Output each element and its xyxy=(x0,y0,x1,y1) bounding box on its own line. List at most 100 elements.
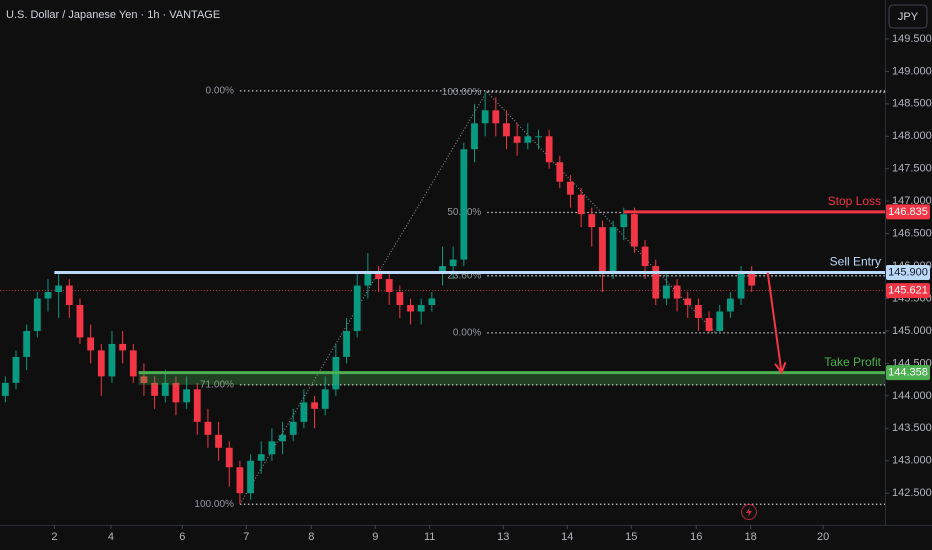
candle-body xyxy=(33,298,41,331)
candle-body xyxy=(609,227,617,273)
chart-title: U.S. Dollar / Japanese Yen · 1h · VANTAG… xyxy=(6,9,220,21)
candle-body xyxy=(737,272,745,299)
x-tick-label: 7 xyxy=(243,531,249,543)
trade-level-label: Stop Loss xyxy=(828,194,881,208)
y-tick-label: 148.000 xyxy=(892,130,932,142)
candle-body xyxy=(556,162,564,182)
price-tag xyxy=(886,204,930,220)
y-tick-label: 143.500 xyxy=(892,422,932,434)
price-tag-label: 144.358 xyxy=(888,367,928,379)
candle-body xyxy=(1,382,9,396)
candle-body xyxy=(503,123,510,137)
candle-body xyxy=(513,136,521,143)
projection-arrowhead xyxy=(774,361,787,375)
candle-body xyxy=(119,343,127,351)
x-tick-label: 2 xyxy=(51,531,57,543)
fib-label: 71.00% xyxy=(200,379,234,390)
candle-body xyxy=(364,272,372,286)
candle-body xyxy=(641,246,649,267)
candle-body xyxy=(97,350,105,377)
y-tick-label: 143.000 xyxy=(892,455,932,467)
candle-body xyxy=(588,214,596,228)
candle-body xyxy=(673,285,681,299)
icon-bolt[interactable] xyxy=(746,507,752,517)
x-tick-label: 14 xyxy=(561,531,573,543)
candle-body xyxy=(439,266,446,273)
candle-body xyxy=(289,421,297,435)
candle-body xyxy=(23,330,31,357)
trade-level-label: Sell Entry xyxy=(830,255,881,269)
fib-label: 100.00% xyxy=(194,499,234,510)
x-tick-label: 8 xyxy=(308,531,314,543)
candle-body xyxy=(172,382,180,403)
candle-body xyxy=(300,402,308,422)
candle-body xyxy=(279,434,286,442)
candle-body xyxy=(65,285,73,306)
y-tick-label: 149.000 xyxy=(892,65,932,77)
candle-body xyxy=(321,389,329,409)
y-tick-label: 148.500 xyxy=(892,98,932,110)
candle-body xyxy=(268,441,276,455)
x-tick-label: 9 xyxy=(372,531,378,543)
candle-body xyxy=(417,305,425,312)
candle-body xyxy=(631,214,638,247)
candle-body xyxy=(311,402,318,409)
x-tick-label: 13 xyxy=(497,531,509,543)
icon-ring[interactable] xyxy=(741,504,757,520)
candle-body xyxy=(183,389,191,403)
candle-body xyxy=(705,317,713,331)
candle-body xyxy=(76,305,84,338)
x-tick-label: 18 xyxy=(745,531,757,543)
last-price-tag xyxy=(886,283,930,299)
candle-body xyxy=(204,421,212,435)
candle-body xyxy=(652,266,660,299)
candle-body xyxy=(55,285,63,293)
candle-body xyxy=(471,123,478,150)
price-tag xyxy=(886,365,930,381)
x-tick-label: 6 xyxy=(179,531,185,543)
x-tick-label: 16 xyxy=(690,531,702,543)
y-tick-label: 146.500 xyxy=(892,228,932,240)
candle-body xyxy=(567,181,574,195)
candle-body xyxy=(460,149,468,260)
candle-body xyxy=(524,136,532,143)
y-tick-label: 147.000 xyxy=(892,195,932,207)
y-tick-label: 147.500 xyxy=(892,163,932,175)
candle-body xyxy=(726,298,734,312)
candle-body xyxy=(428,298,436,306)
candle-body xyxy=(684,298,692,306)
take-profit-zone xyxy=(138,372,886,385)
fib-label: 0.00% xyxy=(206,85,234,96)
lightning-icon[interactable] xyxy=(741,504,757,520)
currency-button[interactable] xyxy=(888,4,928,29)
y-tick-label: 144.000 xyxy=(892,390,932,402)
y-tick-label: 145.000 xyxy=(892,325,932,337)
fib-trend-line xyxy=(239,90,488,505)
candle-body xyxy=(193,389,201,422)
fib-label: 23.60% xyxy=(447,270,481,281)
candle-body xyxy=(129,350,137,377)
projection-arrow xyxy=(766,272,783,373)
candle-body xyxy=(108,343,116,377)
candle-body xyxy=(545,136,553,163)
price-tag xyxy=(886,265,930,281)
candle-body xyxy=(481,110,489,124)
candle-body xyxy=(396,292,404,306)
x-tick-label: 4 xyxy=(108,531,114,543)
currency-label[interactable]: JPY xyxy=(898,11,919,23)
plot: 100.00%71.00%0.00%100.00%50.00%23.60%0.0… xyxy=(0,85,886,510)
candle-body xyxy=(694,305,702,318)
candle-body xyxy=(140,376,148,383)
candle-body xyxy=(449,259,457,267)
candle-body xyxy=(161,382,169,396)
candle-body xyxy=(236,467,244,494)
candle-body xyxy=(215,434,222,448)
candle-body xyxy=(599,227,606,273)
candle-body xyxy=(716,311,724,331)
candle-body xyxy=(87,337,95,351)
candle-body xyxy=(12,356,20,383)
candle-body xyxy=(247,460,254,494)
candle-body xyxy=(44,292,52,299)
candle-body xyxy=(492,110,500,124)
candle-body xyxy=(353,285,361,331)
